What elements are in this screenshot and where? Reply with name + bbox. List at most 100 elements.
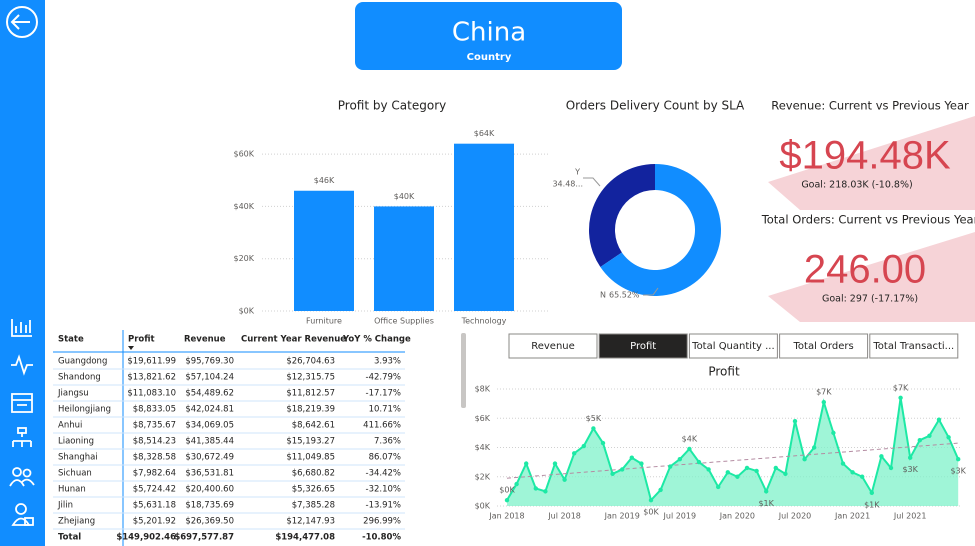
table-cell: $54,489.62 bbox=[185, 389, 234, 399]
table-cell: $194,477.08 bbox=[275, 533, 335, 543]
point bbox=[888, 465, 894, 471]
y-tick-label: $40K bbox=[233, 202, 254, 211]
point bbox=[869, 490, 874, 496]
table-cell: $12,315.75 bbox=[286, 373, 335, 383]
y-tick-label: $2K bbox=[475, 472, 491, 481]
tab-button[interactable] bbox=[508, 333, 598, 359]
tab-label[interactable]: Profit bbox=[630, 341, 656, 352]
chart-title: Profit by Category bbox=[338, 99, 446, 113]
table-cell: $26,704.63 bbox=[286, 357, 335, 367]
scrollbar[interactable] bbox=[461, 333, 466, 408]
point bbox=[908, 455, 913, 460]
table-cell: $30,672.49 bbox=[185, 453, 234, 463]
tab-button[interactable] bbox=[869, 333, 959, 359]
table-cell: Jiangsu bbox=[57, 389, 89, 399]
chart-title: Profit bbox=[708, 365, 740, 379]
chart-title: Orders Delivery Count by SLA bbox=[566, 99, 745, 113]
table-cell: $6,680.82 bbox=[292, 469, 335, 479]
point bbox=[735, 474, 740, 479]
point bbox=[898, 395, 903, 400]
x-tick-label: Jul 2020 bbox=[778, 512, 812, 521]
point bbox=[610, 471, 615, 477]
data-label: $46K bbox=[314, 176, 335, 185]
data-label: 34.48... bbox=[552, 180, 583, 189]
back-button[interactable] bbox=[6, 6, 38, 38]
tab-label[interactable]: Total Transacti... bbox=[872, 341, 954, 352]
table-cell: Shanghai bbox=[58, 453, 98, 463]
point bbox=[572, 451, 577, 456]
tab-button[interactable] bbox=[779, 333, 869, 359]
table-cell: $36,531.81 bbox=[185, 469, 234, 479]
data-label: $0K bbox=[499, 486, 515, 495]
point bbox=[543, 489, 548, 494]
point bbox=[812, 445, 817, 450]
table-cell: $5,201.92 bbox=[133, 517, 176, 527]
point bbox=[552, 461, 558, 466]
point bbox=[533, 486, 538, 491]
sidebar bbox=[0, 0, 45, 546]
country-title: China bbox=[452, 18, 526, 48]
point bbox=[850, 470, 855, 475]
table-cell: 3.93% bbox=[374, 357, 401, 367]
kpi-value: 246.00 bbox=[804, 248, 926, 292]
point bbox=[591, 426, 596, 431]
country-subtitle: Country bbox=[467, 52, 512, 63]
point bbox=[706, 467, 711, 472]
data-label: $7K bbox=[816, 388, 832, 397]
column-header[interactable]: Revenue bbox=[184, 335, 226, 345]
tab-button[interactable] bbox=[688, 333, 778, 359]
table-cell: $18,735.69 bbox=[185, 501, 234, 511]
tab-label[interactable]: Total Orders bbox=[793, 341, 854, 352]
y-tick-label: $0K bbox=[239, 307, 255, 316]
table-cell: $11,049.85 bbox=[286, 453, 335, 463]
tab-label[interactable]: Revenue bbox=[531, 341, 575, 352]
point bbox=[956, 457, 961, 462]
kpi-goal: Goal: 297 (-17.17%) bbox=[822, 294, 918, 305]
data-label: $4K bbox=[682, 434, 698, 443]
tab-label[interactable]: Total Quantity ... bbox=[691, 341, 774, 352]
column-header[interactable]: YoY % Change bbox=[342, 335, 411, 345]
y-tick-label: $0K bbox=[475, 502, 491, 511]
column-header[interactable]: Current Year Revenue bbox=[241, 335, 346, 345]
nav-icons[interactable] bbox=[9, 319, 35, 526]
table-cell: $5,724.42 bbox=[133, 485, 176, 495]
y-tick-label: $4K bbox=[475, 443, 491, 452]
point bbox=[696, 459, 702, 465]
point bbox=[946, 435, 951, 440]
point bbox=[629, 455, 634, 460]
table-cell: Shandong bbox=[58, 373, 101, 383]
table-cell: $34,069.05 bbox=[185, 421, 234, 431]
table-cell: $5,631.18 bbox=[133, 501, 176, 511]
table-cell: $41,385.44 bbox=[185, 437, 234, 447]
point bbox=[744, 465, 750, 471]
y-tick-label: $6K bbox=[475, 414, 491, 423]
data-label: $1K bbox=[758, 499, 774, 508]
point bbox=[831, 430, 836, 436]
table-cell: Total bbox=[58, 533, 81, 543]
tab-button[interactable] bbox=[598, 333, 688, 359]
table-cell: Jilin bbox=[57, 501, 73, 511]
point bbox=[600, 440, 606, 446]
table-cell: $8,642.61 bbox=[292, 421, 335, 431]
table-cell: $8,514.23 bbox=[133, 437, 176, 447]
leader-line bbox=[583, 177, 601, 187]
table-cell: -10.80% bbox=[362, 533, 401, 543]
data-label: $7K bbox=[893, 383, 909, 392]
table-cell: $8,328.58 bbox=[133, 453, 176, 463]
point bbox=[879, 454, 884, 459]
point bbox=[783, 471, 788, 477]
point bbox=[504, 497, 510, 503]
point bbox=[620, 467, 625, 472]
point bbox=[802, 457, 807, 462]
point bbox=[927, 433, 932, 438]
table-cell: -42.79% bbox=[366, 373, 401, 383]
data-label: $40K bbox=[394, 192, 415, 201]
column-header[interactable]: Profit bbox=[128, 335, 155, 345]
table-cell: $5,326.65 bbox=[292, 485, 335, 495]
table-cell: $15,193.27 bbox=[286, 437, 335, 447]
point bbox=[677, 457, 682, 462]
point bbox=[754, 468, 759, 474]
point bbox=[581, 443, 586, 449]
column-header[interactable]: State bbox=[58, 335, 84, 345]
